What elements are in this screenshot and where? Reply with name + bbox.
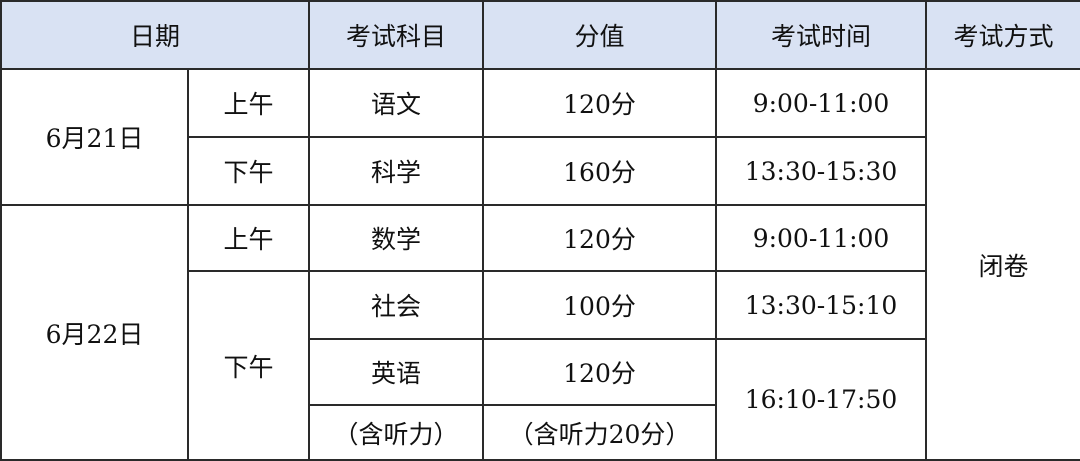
table-row: （含听力） （含听力20分）	[1, 404, 1080, 461]
subject-cell: 语文	[308, 68, 485, 138]
score-cell: 120分	[482, 68, 718, 138]
time-cell: 16:10-17:50	[715, 338, 928, 461]
time-cell: 13:30-15:10	[715, 270, 928, 340]
mode-cell: 闭卷	[925, 68, 1080, 461]
period-cell: 上午	[186, 68, 311, 138]
score-cell: 120分	[482, 204, 718, 272]
table-row: 英语 120分 16:10-17:50	[1, 338, 1080, 461]
table-row: 6月22日 上午 数学 120分 9:00-11:00	[0, 204, 1080, 461]
date-cell: 6月21日	[0, 68, 189, 206]
time-cell: 9:00-11:00	[715, 68, 928, 138]
header-date: 日期	[0, 0, 311, 70]
header-subject: 考试科目	[308, 0, 485, 70]
score-cell: 100分	[482, 270, 718, 340]
period-cell: 下午	[186, 136, 311, 206]
subject-cell: 数学	[308, 204, 485, 272]
score-note-cell: （含听力20分）	[482, 404, 718, 461]
period-cell: 下午	[186, 270, 311, 461]
subject-note-cell: （含听力）	[308, 404, 485, 461]
header-score: 分值	[482, 0, 718, 70]
subject-cell: 科学	[308, 136, 485, 206]
score-cell: 160分	[482, 136, 718, 206]
time-cell: 13:30-15:30	[715, 136, 928, 206]
period-cell: 上午	[186, 204, 311, 272]
header-time: 考试时间	[715, 0, 928, 70]
header-mode: 考试方式	[925, 0, 1080, 70]
table-row: 下午 社会 100分 13:30-15:10	[1, 270, 1080, 461]
table-row: 下午 科学 160分 13:30-15:30	[1, 136, 1080, 206]
subject-cell: 社会	[308, 270, 485, 340]
time-cell: 9:00-11:00	[715, 204, 928, 272]
header-row: 日期 考试科目 分值 考试时间 考试方式	[0, 0, 1080, 70]
score-cell: 120分	[482, 338, 718, 406]
subject-cell: 英语	[308, 338, 485, 406]
date-cell: 6月22日	[0, 204, 189, 461]
table-row: 6月21日 上午 语文 120分 9:00-11:00 闭卷	[0, 68, 1080, 461]
